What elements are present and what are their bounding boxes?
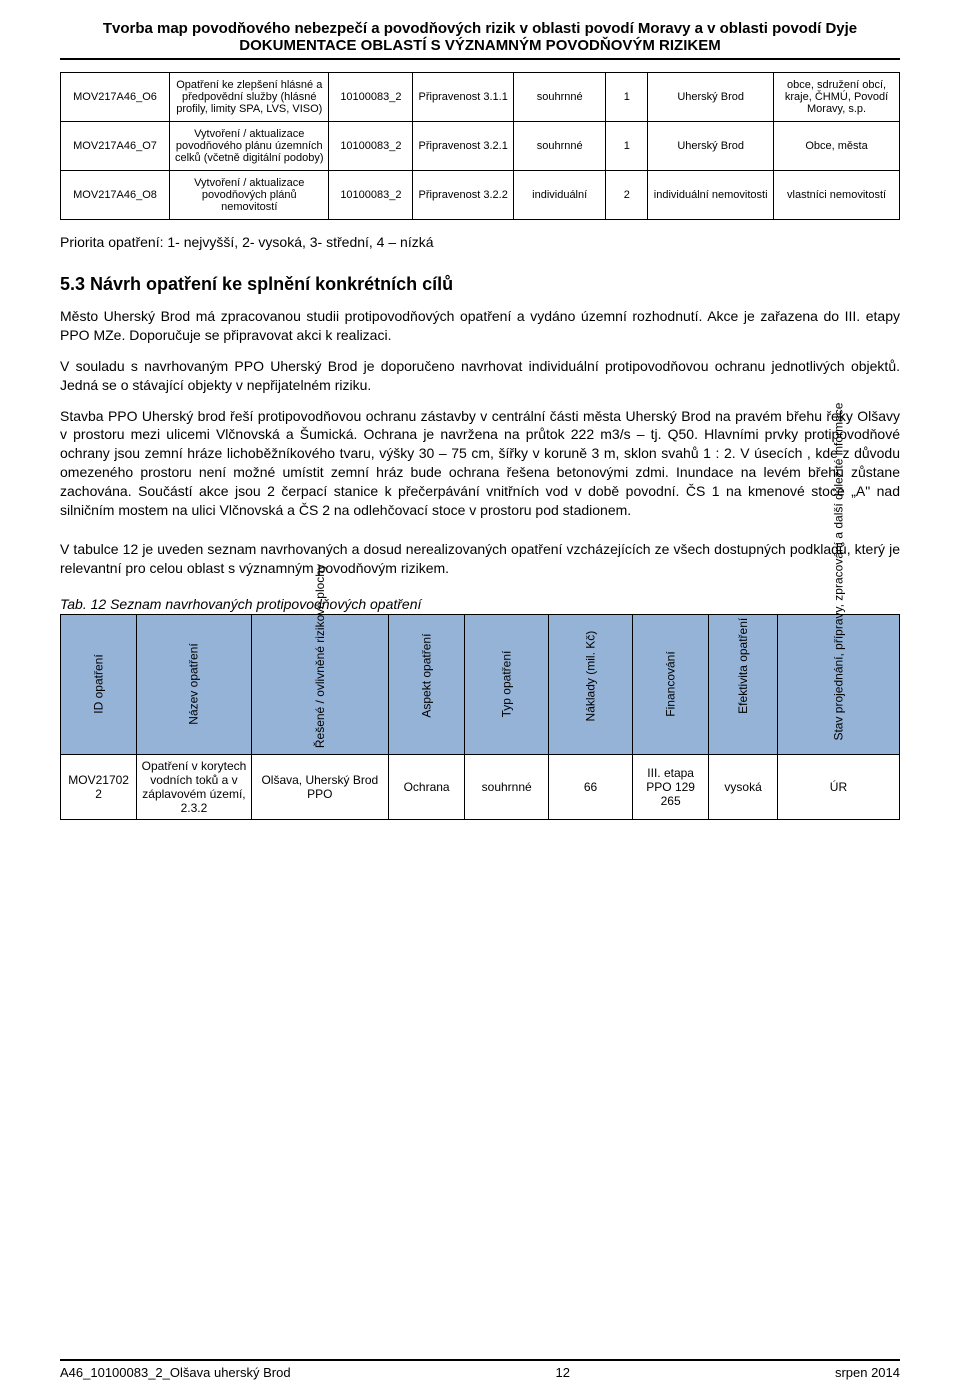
cell-location: individuální nemovitosti <box>648 171 774 220</box>
col-cost: Náklady (mil. Kč) <box>549 614 633 754</box>
col-name: Název opatření <box>137 614 251 754</box>
cell-type: souhrnné <box>514 73 606 122</box>
col-effectivity: Efektivita opatření <box>709 614 778 754</box>
cell-name: Opatření v korytech vodních toků a v záp… <box>137 754 251 819</box>
header-line-2: DOKUMENTACE OBLASTÍ S VÝZNAMNÝM POVODŇOV… <box>60 37 900 54</box>
page-footer: A46_10100083_2_Olšava uherský Brod 12 sr… <box>60 1359 900 1380</box>
cell-priority: 1 <box>606 73 648 122</box>
cell-ready: Připravenost 3.2.2 <box>413 171 514 220</box>
footer-left: A46_10100083_2_Olšava uherský Brod <box>60 1365 291 1380</box>
cell-desc: Vytvoření / aktualizace povodňového plán… <box>170 122 329 171</box>
section-5-3-title: 5.3 Návrh opatření ke splnění konkrétníc… <box>60 274 900 295</box>
cell-location: Uherský Brod <box>648 122 774 171</box>
cell-aspect: Ochrana <box>388 754 464 819</box>
cell-priority: 2 <box>606 171 648 220</box>
footer-right: srpen 2014 <box>835 1365 900 1380</box>
footer-page-number: 12 <box>556 1365 570 1380</box>
header-line-1: Tvorba map povodňového nebezpečí a povod… <box>60 20 900 37</box>
cell-ready: Připravenost 3.2.1 <box>413 122 514 171</box>
table-row: MOV217A46_O8 Vytvoření / aktualizace pov… <box>61 171 900 220</box>
paragraph: Stavba PPO Uherský brod řeší protipovodň… <box>60 407 900 520</box>
page-header: Tvorba map povodňového nebezpečí a povod… <box>60 20 900 60</box>
cell-cost: 66 <box>549 754 633 819</box>
paragraph: Město Uherský Brod má zpracovanou studii… <box>60 307 900 345</box>
col-type: Typ opatření <box>465 614 549 754</box>
cell-desc: Opatření ke zlepšení hlásné a předpovědn… <box>170 73 329 122</box>
cell-desc: Vytvoření / aktualizace povodňových plán… <box>170 171 329 220</box>
cell-owner: vlastníci nemovitostí <box>774 171 900 220</box>
col-status: Stav projednání, přípravy, zpracování a … <box>777 614 899 754</box>
table-row: MOV217A46_O7 Vytvoření / aktualizace pov… <box>61 122 900 171</box>
col-id: ID opatření <box>61 614 137 754</box>
cell-code: 10100083_2 <box>329 73 413 122</box>
cell-code: 10100083_2 <box>329 171 413 220</box>
priority-note: Priorita opatření: 1- nejvyšší, 2- vysok… <box>60 234 900 250</box>
cell-id: MOV217A46_O6 <box>61 73 170 122</box>
cell-owner: Obce, města <box>774 122 900 171</box>
cell-effectivity: vysoká <box>709 754 778 819</box>
cell-code: 10100083_2 <box>329 122 413 171</box>
cell-ready: Připravenost 3.1.1 <box>413 73 514 122</box>
cell-type: souhrnné <box>514 122 606 171</box>
paragraph: V souladu s navrhovaným PPO Uherský Brod… <box>60 357 900 395</box>
cell-location: Uherský Brod <box>648 73 774 122</box>
table-header-row: ID opatření Název opatření Řešené / ovli… <box>61 614 900 754</box>
cell-owner: obce, sdružení obcí, kraje, ČHMÚ, Povodí… <box>774 73 900 122</box>
col-aspect: Aspekt opatření <box>388 614 464 754</box>
table-row: MOV217022 Opatření v korytech vodních to… <box>61 754 900 819</box>
page: Tvorba map povodňového nebezpečí a povod… <box>0 0 960 1396</box>
table-12-caption: Tab. 12 Seznam navrhovaných protipovodňo… <box>60 596 900 612</box>
cell-priority: 1 <box>606 122 648 171</box>
cell-type: individuální <box>514 171 606 220</box>
cell-status: ÚR <box>777 754 899 819</box>
cell-id: MOV217A46_O7 <box>61 122 170 171</box>
cell-type: souhrnné <box>465 754 549 819</box>
col-area: Řešené / ovlivněné rizikové plochy <box>251 614 388 754</box>
paragraph: V tabulce 12 je uveden seznam navrhovaný… <box>60 540 900 578</box>
table-row: MOV217A46_O6 Opatření ke zlepšení hlásné… <box>61 73 900 122</box>
navrh-opatreni-table: ID opatření Název opatření Řešené / ovli… <box>60 614 900 820</box>
col-finance: Financování <box>633 614 709 754</box>
cell-area: Olšava, Uherský Brod PPO <box>251 754 388 819</box>
cell-finance: III. etapa PPO 129 265 <box>633 754 709 819</box>
opatreni-table: MOV217A46_O6 Opatření ke zlepšení hlásné… <box>60 72 900 220</box>
cell-id: MOV217A46_O8 <box>61 171 170 220</box>
cell-id: MOV217022 <box>61 754 137 819</box>
